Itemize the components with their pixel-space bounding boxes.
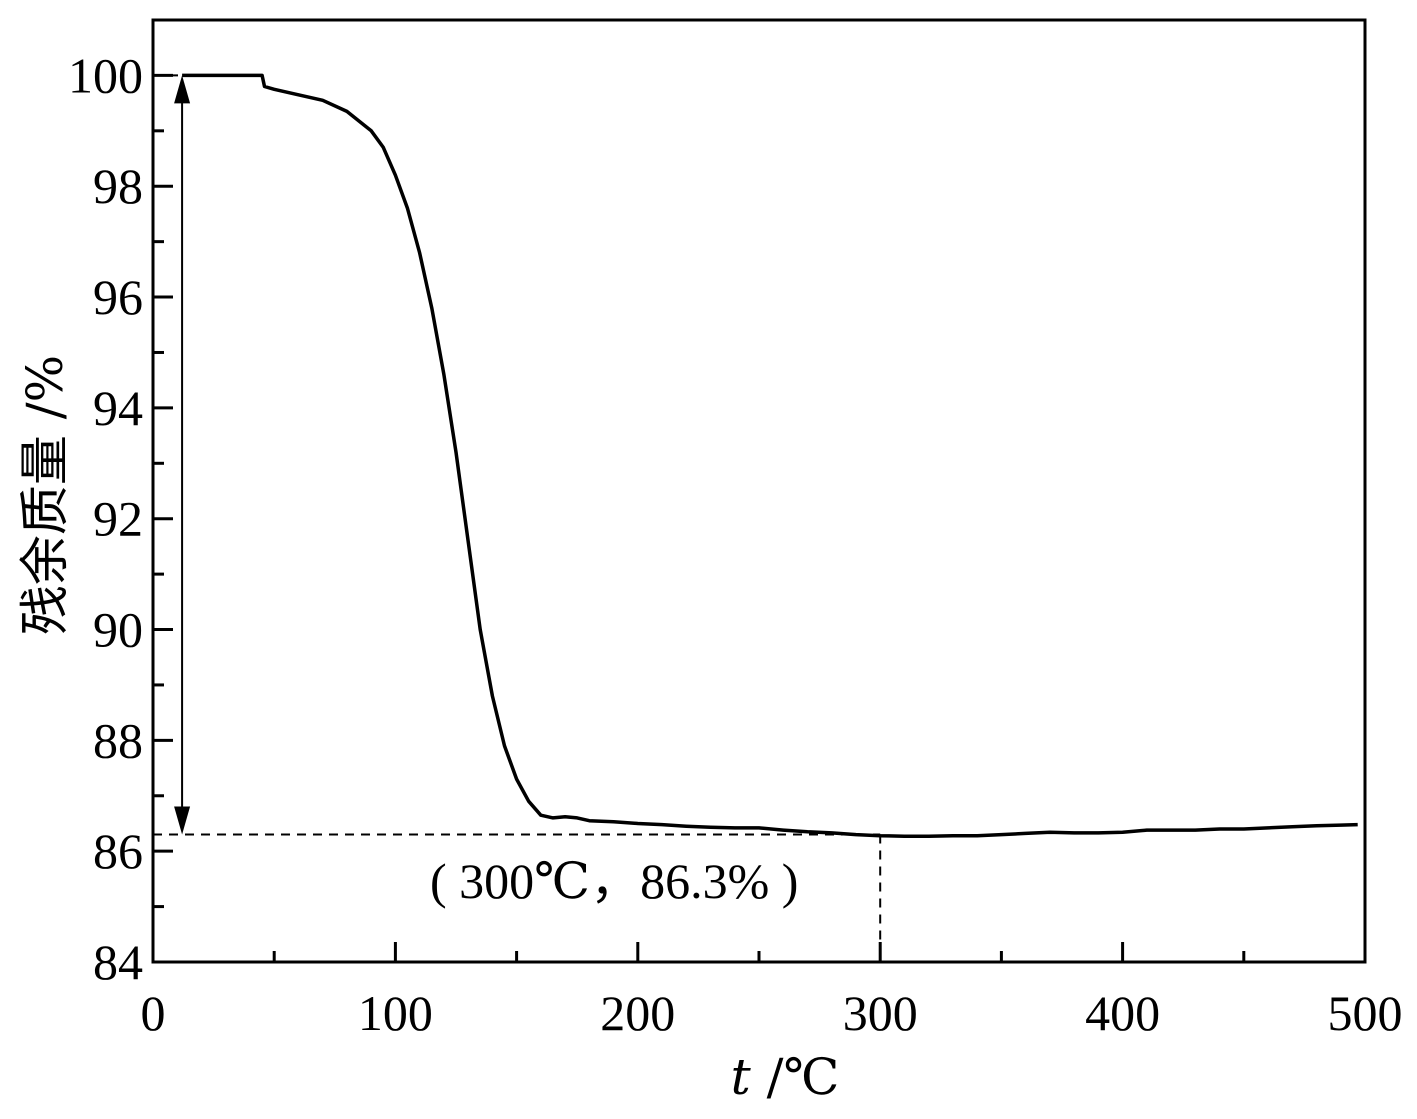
y-tick-label: 88: [93, 712, 143, 768]
y-tick-label: 100: [68, 47, 143, 103]
y-tick-label: 96: [93, 269, 143, 325]
x-tick-label: 100: [358, 985, 433, 1041]
x-axis-unit: /℃: [751, 1048, 840, 1106]
data-layer: [182, 73, 1358, 838]
plot-frame: [151, 18, 1367, 964]
axis-ticks: [151, 73, 1367, 964]
residual-mass-line: [182, 73, 1358, 838]
y-tick-label: 94: [93, 380, 143, 436]
x-tick-label: 300: [843, 985, 918, 1041]
y-axis-title: 残余质量 /%: [16, 355, 74, 635]
x-tick-label: 400: [1085, 985, 1160, 1041]
tick-labels: 0 100 200 300 400 500 84 86 88 90 92 94 96 98 100: [68, 47, 1403, 1041]
y-tick-label: 84: [93, 934, 143, 990]
y-tick-label: 98: [93, 158, 143, 214]
point-annotation-label: ( 300℃，86.3% ): [430, 853, 798, 909]
x-tick-label: 200: [600, 985, 675, 1041]
mass-loss-arrow-head-down: [174, 806, 191, 835]
y-tick-label: 92: [93, 491, 143, 547]
x-axis-title: t /℃: [731, 1048, 840, 1106]
x-axis-variable: t: [731, 1048, 752, 1106]
y-tick-label: 90: [93, 602, 143, 658]
mass-loss-arrow-head-up: [174, 75, 191, 104]
y-tick-label: 86: [93, 823, 143, 879]
x-tick-label: 500: [1328, 985, 1403, 1041]
x-tick-label: 0: [141, 985, 166, 1041]
